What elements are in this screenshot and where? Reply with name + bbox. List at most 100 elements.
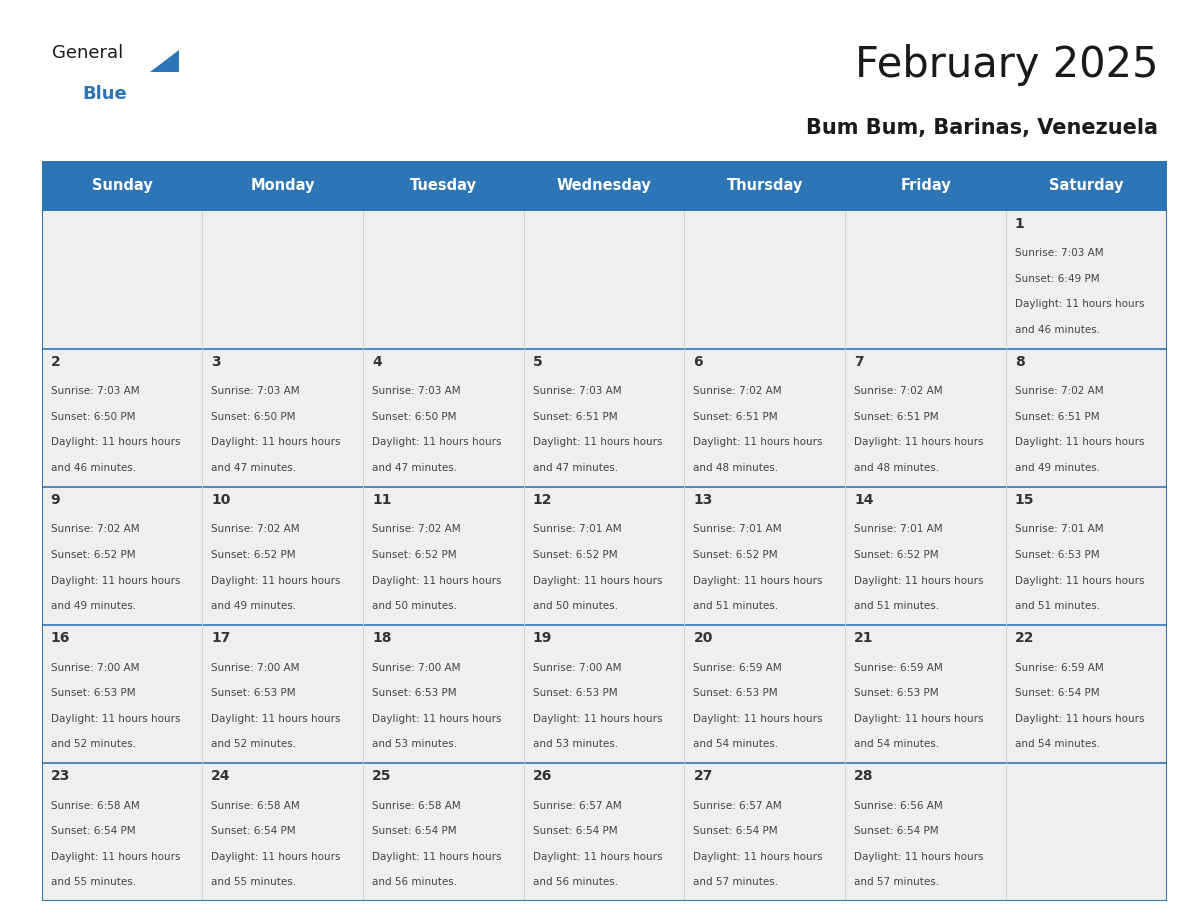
Text: 11: 11 (372, 493, 392, 507)
Text: Friday: Friday (901, 178, 950, 194)
Text: and 54 minutes.: and 54 minutes. (1015, 739, 1100, 749)
Text: and 54 minutes.: and 54 minutes. (854, 739, 940, 749)
Text: Sunrise: 6:57 AM: Sunrise: 6:57 AM (694, 800, 782, 811)
Bar (364, 487, 524, 625)
Bar (42, 161, 1167, 211)
Bar (845, 349, 1006, 487)
Text: Sunrise: 7:02 AM: Sunrise: 7:02 AM (51, 524, 139, 534)
Text: Sunrise: 7:02 AM: Sunrise: 7:02 AM (1015, 386, 1104, 397)
Text: Monday: Monday (251, 178, 315, 194)
Text: Daylight: 11 hours hours: Daylight: 11 hours hours (694, 438, 823, 447)
Text: Sunset: 6:49 PM: Sunset: 6:49 PM (1015, 274, 1100, 284)
Bar (845, 764, 1006, 901)
Text: and 57 minutes.: and 57 minutes. (854, 878, 940, 888)
Text: 25: 25 (372, 769, 392, 783)
Text: and 50 minutes.: and 50 minutes. (532, 601, 618, 611)
Text: Sunrise: 7:03 AM: Sunrise: 7:03 AM (532, 386, 621, 397)
Text: Daylight: 11 hours hours: Daylight: 11 hours hours (372, 852, 501, 862)
Text: Sunrise: 6:58 AM: Sunrise: 6:58 AM (51, 800, 139, 811)
Text: 4: 4 (372, 355, 381, 369)
Text: Sunset: 6:54 PM: Sunset: 6:54 PM (532, 826, 618, 836)
Bar (42, 211, 202, 349)
Text: Daylight: 11 hours hours: Daylight: 11 hours hours (51, 438, 181, 447)
Text: General: General (52, 44, 124, 62)
Text: 24: 24 (211, 769, 230, 783)
Text: Sunday: Sunday (91, 178, 152, 194)
Text: and 47 minutes.: and 47 minutes. (372, 463, 457, 473)
Polygon shape (150, 50, 178, 73)
Text: 17: 17 (211, 632, 230, 645)
Bar (524, 625, 684, 764)
Text: 21: 21 (854, 632, 873, 645)
Text: Sunrise: 7:03 AM: Sunrise: 7:03 AM (372, 386, 461, 397)
Text: Daylight: 11 hours hours: Daylight: 11 hours hours (854, 852, 984, 862)
Text: Sunrise: 7:01 AM: Sunrise: 7:01 AM (1015, 524, 1104, 534)
Bar (845, 487, 1006, 625)
Text: 6: 6 (694, 355, 703, 369)
Text: Sunset: 6:52 PM: Sunset: 6:52 PM (211, 550, 296, 560)
Text: Daylight: 11 hours hours: Daylight: 11 hours hours (854, 713, 984, 723)
Text: Sunset: 6:52 PM: Sunset: 6:52 PM (854, 550, 939, 560)
Bar (202, 211, 364, 349)
Text: Blue: Blue (82, 84, 127, 103)
Text: Sunset: 6:53 PM: Sunset: 6:53 PM (372, 688, 456, 698)
Text: 5: 5 (532, 355, 543, 369)
Bar (42, 487, 202, 625)
Text: Thursday: Thursday (727, 178, 803, 194)
Text: Daylight: 11 hours hours: Daylight: 11 hours hours (1015, 576, 1144, 586)
Text: Sunset: 6:54 PM: Sunset: 6:54 PM (211, 826, 296, 836)
Text: Sunrise: 7:00 AM: Sunrise: 7:00 AM (51, 663, 139, 673)
Text: Daylight: 11 hours hours: Daylight: 11 hours hours (854, 576, 984, 586)
Text: Sunrise: 6:57 AM: Sunrise: 6:57 AM (532, 800, 621, 811)
Text: Sunset: 6:51 PM: Sunset: 6:51 PM (1015, 412, 1100, 422)
Text: 22: 22 (1015, 632, 1035, 645)
Text: Sunset: 6:53 PM: Sunset: 6:53 PM (51, 688, 135, 698)
Text: Daylight: 11 hours hours: Daylight: 11 hours hours (211, 576, 341, 586)
Text: and 52 minutes.: and 52 minutes. (51, 739, 135, 749)
Bar (1006, 764, 1167, 901)
Text: Daylight: 11 hours hours: Daylight: 11 hours hours (532, 713, 662, 723)
Text: Sunset: 6:54 PM: Sunset: 6:54 PM (372, 826, 456, 836)
Bar (524, 764, 684, 901)
Text: Sunset: 6:51 PM: Sunset: 6:51 PM (532, 412, 618, 422)
Text: Daylight: 11 hours hours: Daylight: 11 hours hours (694, 576, 823, 586)
Text: Sunrise: 7:02 AM: Sunrise: 7:02 AM (372, 524, 461, 534)
Bar (202, 487, 364, 625)
Text: 15: 15 (1015, 493, 1035, 507)
Text: Daylight: 11 hours hours: Daylight: 11 hours hours (211, 852, 341, 862)
Bar (42, 625, 202, 764)
Text: Sunset: 6:53 PM: Sunset: 6:53 PM (211, 688, 296, 698)
Text: Sunset: 6:50 PM: Sunset: 6:50 PM (372, 412, 456, 422)
Text: Bum Bum, Barinas, Venezuela: Bum Bum, Barinas, Venezuela (807, 118, 1158, 139)
Text: Sunrise: 7:00 AM: Sunrise: 7:00 AM (372, 663, 461, 673)
Text: Tuesday: Tuesday (410, 178, 476, 194)
Bar (1006, 625, 1167, 764)
Text: Saturday: Saturday (1049, 178, 1124, 194)
Bar (202, 764, 364, 901)
Text: Sunset: 6:51 PM: Sunset: 6:51 PM (694, 412, 778, 422)
Text: and 53 minutes.: and 53 minutes. (372, 739, 457, 749)
Text: Sunset: 6:52 PM: Sunset: 6:52 PM (372, 550, 456, 560)
Text: and 49 minutes.: and 49 minutes. (1015, 463, 1100, 473)
Text: 2: 2 (51, 355, 61, 369)
Text: Sunset: 6:53 PM: Sunset: 6:53 PM (1015, 550, 1100, 560)
Text: Sunrise: 6:59 AM: Sunrise: 6:59 AM (694, 663, 782, 673)
Text: 26: 26 (532, 769, 552, 783)
Text: 14: 14 (854, 493, 873, 507)
Bar (202, 625, 364, 764)
Text: Daylight: 11 hours hours: Daylight: 11 hours hours (211, 438, 341, 447)
Bar (202, 349, 364, 487)
Text: Daylight: 11 hours hours: Daylight: 11 hours hours (532, 438, 662, 447)
Text: Sunrise: 6:56 AM: Sunrise: 6:56 AM (854, 800, 943, 811)
Bar (684, 625, 845, 764)
Bar (364, 625, 524, 764)
Text: 12: 12 (532, 493, 552, 507)
Text: Wednesday: Wednesday (557, 178, 651, 194)
Text: Sunrise: 7:02 AM: Sunrise: 7:02 AM (211, 524, 299, 534)
Text: Sunset: 6:54 PM: Sunset: 6:54 PM (854, 826, 939, 836)
Text: and 48 minutes.: and 48 minutes. (694, 463, 778, 473)
Text: 13: 13 (694, 493, 713, 507)
Text: Daylight: 11 hours hours: Daylight: 11 hours hours (854, 438, 984, 447)
Text: and 48 minutes.: and 48 minutes. (854, 463, 940, 473)
Text: and 49 minutes.: and 49 minutes. (211, 601, 297, 611)
